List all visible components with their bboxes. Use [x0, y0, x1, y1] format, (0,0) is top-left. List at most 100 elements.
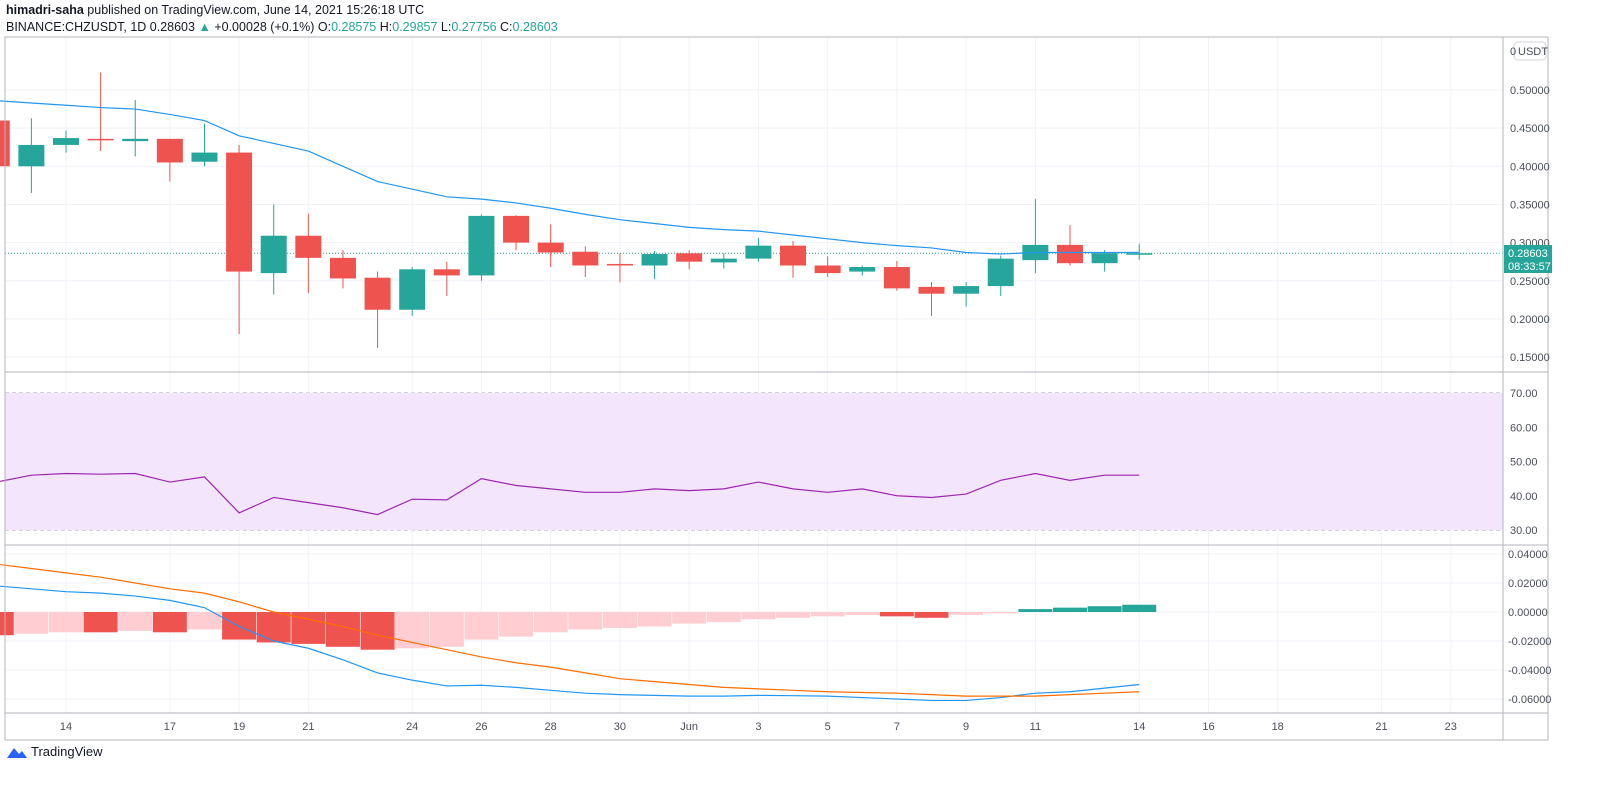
price-tick: 0.35000 [1510, 199, 1550, 211]
candle [433, 261, 460, 297]
macd-line [0, 585, 1140, 702]
candle-body [364, 277, 391, 310]
macd-histogram-bar [0, 612, 14, 636]
price-tick: 0.25000 [1510, 276, 1550, 288]
macd-histogram-bar [533, 612, 568, 633]
candle-body [883, 267, 910, 289]
time-tick: Jun [680, 721, 698, 733]
macd-histogram-bar [845, 612, 880, 615]
time-tick: 26 [475, 721, 487, 733]
candle [814, 256, 841, 277]
candle [260, 204, 287, 295]
candle-body [18, 144, 45, 167]
candle [883, 260, 910, 291]
candle-body [1091, 253, 1118, 264]
candle-body [676, 253, 703, 262]
price-change: +0.00028 (+0.1%) [214, 20, 315, 34]
candle-body [953, 286, 980, 294]
candle [191, 123, 218, 167]
macd-histogram-bar [810, 612, 845, 617]
high-label: H: [379, 20, 393, 34]
macd-histogram-bar [672, 612, 707, 624]
candle-body [226, 152, 253, 272]
macd-histogram-bar [568, 612, 603, 630]
candle-body [606, 263, 633, 266]
macd-tick: -0.06000 [1508, 694, 1551, 706]
candle-body [918, 286, 945, 294]
open-value: 0.28575 [331, 20, 377, 34]
time-tick: 14 [60, 721, 72, 733]
candle [641, 250, 668, 280]
candle-body [745, 245, 772, 259]
candle-body [987, 258, 1014, 287]
candle-body [329, 257, 356, 279]
candle [918, 282, 945, 316]
macd-tick: 0.02000 [1508, 578, 1548, 590]
candle [606, 253, 633, 283]
high-value: 0.29857 [392, 20, 438, 34]
candle [1091, 250, 1118, 272]
macd-histogram-bar [949, 612, 984, 615]
time-tick: 3 [755, 721, 761, 733]
macd-histogram-bar [602, 612, 637, 628]
close-label: C: [500, 20, 513, 34]
rsi-tick: 40.00 [1510, 491, 1538, 503]
time-tick: 30 [614, 721, 626, 733]
last-price-label: 0.28603 08:33:57 [1504, 245, 1552, 273]
candle-body [849, 267, 876, 272]
chart-frame [4, 36, 1549, 741]
up-arrow-icon: ▲ [198, 20, 211, 34]
tradingview-logo[interactable]: TradingView [6, 744, 103, 759]
macd-histogram-bar [14, 612, 49, 634]
publish-info: himadri-saha published on TradingView.co… [6, 3, 424, 17]
candle-body [503, 215, 530, 243]
macd-histogram-bar [1122, 604, 1157, 612]
publish-text: published on TradingView.com, June 14, 2… [87, 3, 425, 17]
rsi-tick: 30.00 [1510, 525, 1538, 537]
candle [87, 72, 114, 152]
time-tick: 19 [233, 721, 245, 733]
candle [537, 224, 564, 268]
low-value: 0.27756 [451, 20, 497, 34]
candle-body [1056, 244, 1083, 264]
time-tick: 28 [545, 721, 557, 733]
currency-badge[interactable]: USDT [1513, 41, 1548, 61]
macd-histogram-bar [83, 612, 118, 633]
candle-body [87, 138, 114, 141]
time-tick: 17 [164, 721, 176, 733]
candle [468, 214, 495, 281]
time-tick: 5 [825, 721, 831, 733]
macd-histogram-bar [256, 612, 291, 643]
last-price-value: 0.28603 [1508, 248, 1548, 260]
countdown: 08:33:57 [1508, 261, 1551, 273]
macd-tick: 0.00000 [1508, 607, 1548, 619]
candle [987, 255, 1014, 297]
candle-body [399, 269, 426, 310]
macd-histogram-bar [637, 612, 672, 627]
candle [780, 241, 807, 278]
time-tick: 7 [894, 721, 900, 733]
candle [226, 144, 253, 335]
macd-histogram-bar [499, 612, 534, 637]
time-tick: 18 [1272, 721, 1284, 733]
macd-tick: -0.02000 [1508, 636, 1551, 648]
macd-histogram-bar [706, 612, 741, 623]
candle-body [1126, 253, 1153, 255]
macd-tick: 0.04000 [1508, 549, 1548, 561]
macd-histogram-bar [187, 612, 222, 630]
time-tick: 24 [406, 721, 418, 733]
currency-label: USDT [1518, 46, 1548, 58]
macd-histogram-bar [222, 612, 257, 640]
time-tick: 16 [1202, 721, 1214, 733]
price-tick: 0.15000 [1510, 352, 1550, 364]
moving-average-line [0, 100, 1140, 255]
last-price: 0.28603 [149, 20, 195, 34]
macd-histogram-bar [1052, 607, 1087, 612]
candle-body [260, 235, 287, 274]
author[interactable]: himadri-saha [6, 3, 84, 17]
candle [329, 250, 356, 289]
candle-body [468, 215, 495, 276]
candle [1022, 199, 1049, 274]
candle [156, 138, 183, 182]
